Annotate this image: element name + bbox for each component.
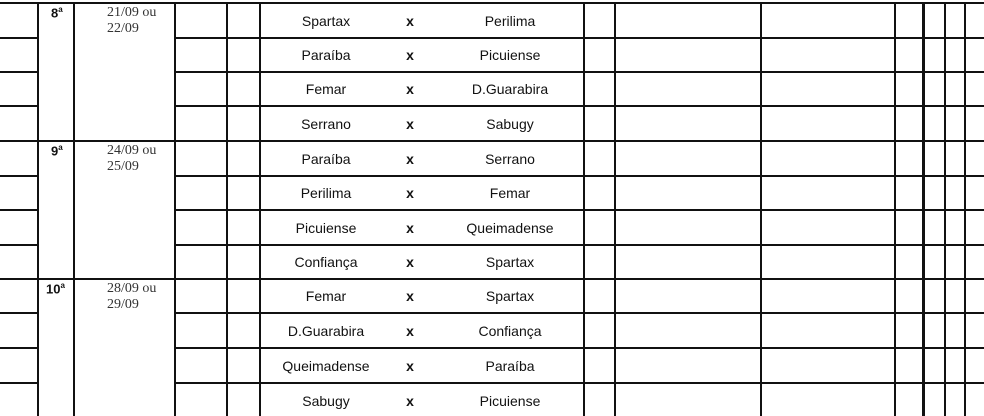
row-divider xyxy=(174,105,984,107)
row-divider xyxy=(174,209,984,211)
column-divider xyxy=(73,2,75,416)
versus-mark: x xyxy=(406,12,414,29)
row-divider xyxy=(0,244,38,246)
away-team: Confiança xyxy=(478,322,542,339)
date-line: 29/09 xyxy=(107,297,139,312)
round-number-value: 10 xyxy=(46,281,61,297)
row-divider xyxy=(174,244,984,246)
ordinal-suffix: a xyxy=(58,143,63,152)
row-divider xyxy=(0,37,38,39)
row-divider xyxy=(0,347,38,349)
away-team: Queimadense xyxy=(466,219,554,236)
versus-mark: x xyxy=(406,47,414,63)
home-team: Serrano xyxy=(301,115,351,132)
round-number: 8a xyxy=(51,5,63,20)
date-line: 28/09 ou xyxy=(107,281,157,296)
versus-mark: x xyxy=(406,288,414,304)
away-team: Sabugy xyxy=(486,115,534,132)
versus-mark: x xyxy=(406,219,414,236)
row-divider xyxy=(174,71,984,73)
round-number: 10a xyxy=(46,281,65,296)
date-line: 25/09 xyxy=(107,159,139,174)
ordinal-suffix: a xyxy=(60,281,65,290)
versus-mark: x xyxy=(406,254,414,270)
row-divider xyxy=(174,312,984,314)
round-date: 21/09 ou 22/09 xyxy=(107,5,187,37)
home-team: Femar xyxy=(305,81,347,97)
home-team: Picuiense xyxy=(295,219,357,236)
home-team: Paraíba xyxy=(301,47,351,63)
row-divider xyxy=(0,382,38,384)
home-team: Spartax xyxy=(301,12,351,29)
versus-mark: x xyxy=(406,322,414,339)
row-divider xyxy=(174,37,984,39)
away-team: Paraíba xyxy=(485,357,535,374)
home-team: Queimadense xyxy=(282,357,370,374)
away-team: Serrano xyxy=(485,150,535,167)
round-divider xyxy=(0,278,984,280)
away-team: Picuiense xyxy=(479,47,541,63)
versus-mark: x xyxy=(406,150,414,167)
away-team: D.Guarabira xyxy=(471,81,549,97)
versus-mark: x xyxy=(406,392,414,409)
ordinal-suffix: a xyxy=(58,5,63,14)
round-number: 9a xyxy=(51,143,63,158)
home-team: Confiança xyxy=(294,254,358,270)
date-line: 22/09 xyxy=(107,21,139,36)
date-line: 24/09 ou xyxy=(107,143,157,158)
versus-mark: x xyxy=(406,81,414,97)
row-divider xyxy=(0,71,38,73)
row-divider xyxy=(174,382,984,384)
home-team: Sabugy xyxy=(302,392,350,409)
versus-mark: x xyxy=(406,185,414,201)
row-divider xyxy=(174,347,984,349)
round-number-value: 9 xyxy=(51,143,59,159)
versus-mark: x xyxy=(406,357,414,374)
round-date: 28/09 ou 29/09 xyxy=(107,281,187,313)
away-team: Picuiense xyxy=(479,392,541,409)
home-team: Femar xyxy=(305,288,347,304)
row-divider xyxy=(0,105,38,107)
away-team: Spartax xyxy=(485,254,535,270)
round-date: 24/09 ou 25/09 xyxy=(107,143,187,175)
column-divider xyxy=(37,2,39,416)
row-divider xyxy=(0,312,38,314)
row-divider xyxy=(0,175,38,177)
table-border xyxy=(0,2,984,4)
row-divider xyxy=(174,175,984,177)
away-team: Perilima xyxy=(484,12,536,29)
home-team: D.Guarabira xyxy=(287,322,365,339)
home-team: Paraíba xyxy=(301,150,351,167)
row-divider xyxy=(0,209,38,211)
away-team: Femar xyxy=(489,185,531,201)
round-number-value: 8 xyxy=(51,5,59,21)
date-line: 21/09 ou xyxy=(107,5,157,20)
away-team: Spartax xyxy=(485,288,535,304)
versus-mark: x xyxy=(406,115,414,132)
round-divider xyxy=(0,140,984,142)
home-team: Perilima xyxy=(300,185,352,201)
